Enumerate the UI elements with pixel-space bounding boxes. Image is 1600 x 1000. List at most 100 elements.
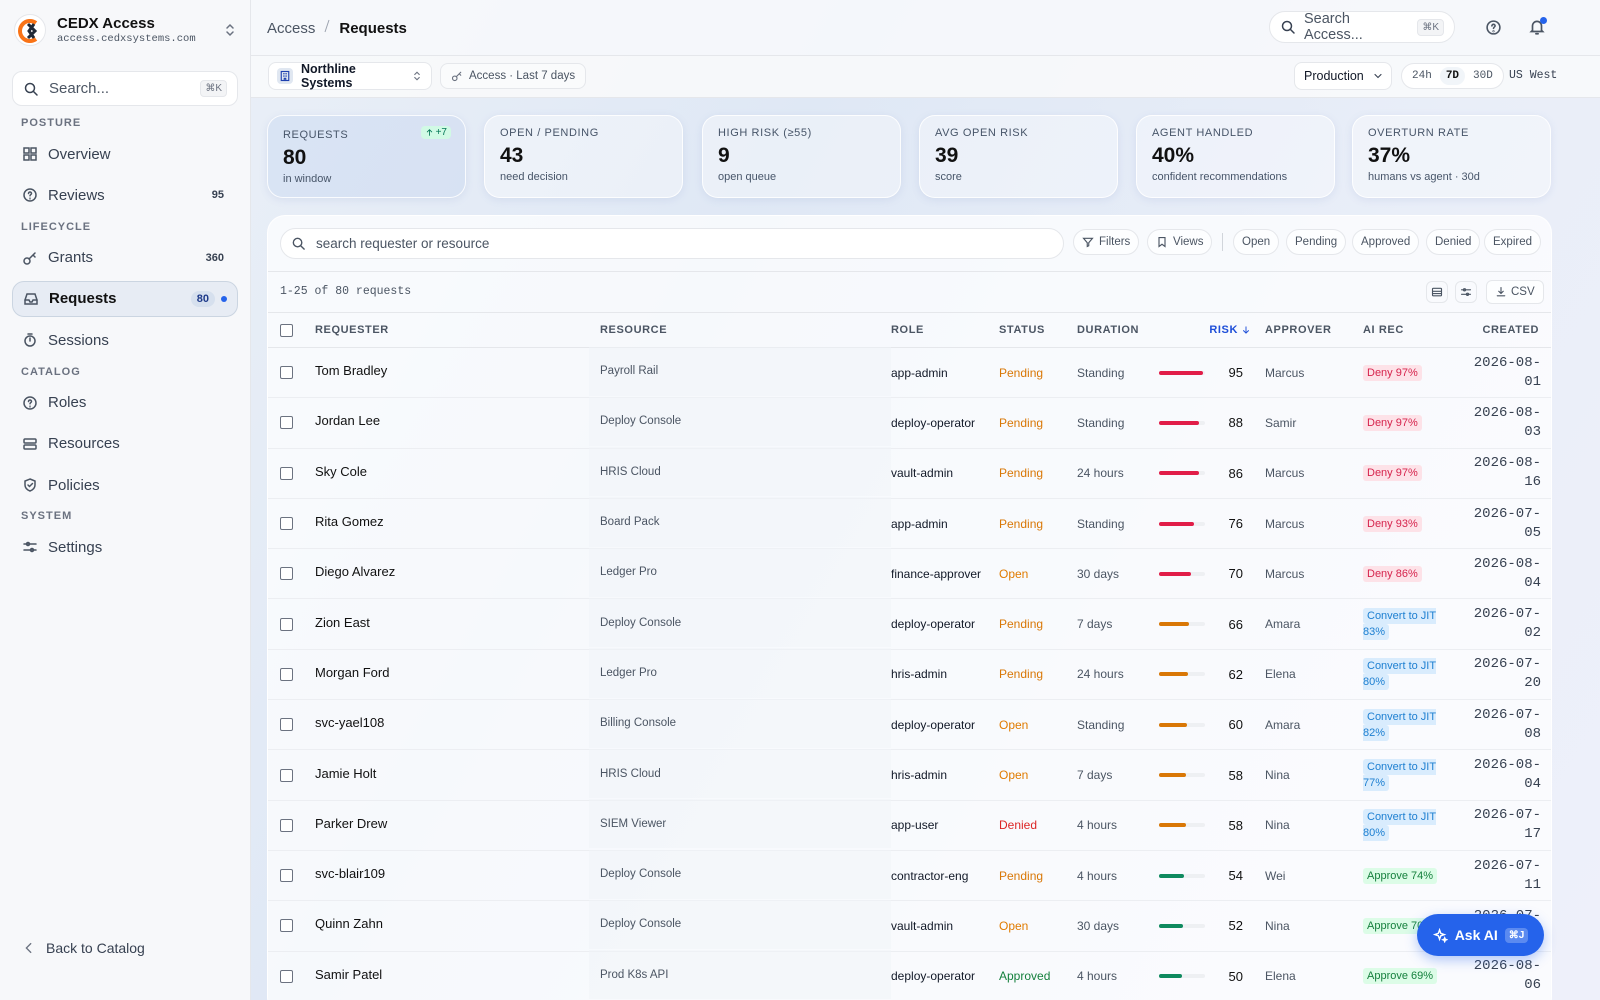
column-header[interactable]: AI REC <box>1363 324 1404 336</box>
kpi-card[interactable]: AGENT HANDLED 40% confident recommendation… <box>1136 115 1335 198</box>
sidebar-search[interactable]: Search... ⌘K <box>12 71 238 106</box>
requester[interactable]: svc-yael108 <box>315 715 385 731</box>
table-row[interactable]: Quinn Zahn Deploy Console vault-admin Open 3… <box>268 899 1551 952</box>
requester[interactable]: Parker Drew <box>315 815 388 831</box>
row-checkbox[interactable] <box>280 818 293 832</box>
kpi-card[interactable]: AVG OPEN RISK 39 score <box>919 115 1118 198</box>
org-switcher[interactable]: Northline Systems <box>268 62 432 90</box>
views-button[interactable]: Views <box>1147 229 1213 255</box>
nav-item[interactable]: Reviews 95 <box>12 177 238 213</box>
row-checkbox[interactable] <box>280 517 293 531</box>
status-filter[interactable]: Approved <box>1352 229 1420 255</box>
ai-recommendation[interactable]: Convert to JIT 80% <box>1363 809 1437 842</box>
ai-recommendation[interactable]: Convert to JIT 82% <box>1363 708 1437 741</box>
table-row[interactable]: Morgan Ford Ledger Pro hris-admin Pending 24… <box>268 648 1551 701</box>
ai-recommendation[interactable]: Approve 74% <box>1363 867 1438 884</box>
ai-recommendation[interactable]: Convert to JIT 80% <box>1363 658 1437 691</box>
row-checkbox[interactable] <box>280 617 293 631</box>
nav-item[interactable]: Grants 360 <box>12 240 238 276</box>
nav-item[interactable]: Overview <box>12 136 238 172</box>
column-header[interactable]: CREATED <box>1482 324 1539 336</box>
row-checkbox[interactable] <box>280 416 293 430</box>
requester[interactable]: Jordan Lee <box>315 413 381 429</box>
column-header[interactable]: APPROVER <box>1265 324 1332 336</box>
ai-recommendation[interactable]: Convert to JIT 77% <box>1363 759 1437 792</box>
table-row[interactable]: Jamie Holt HRIS Cloud hris-admin Open 7 days… <box>268 748 1551 801</box>
ai-recommendation[interactable]: Deny 86% <box>1363 565 1422 582</box>
back-link[interactable]: Back to Catalog <box>22 940 145 956</box>
requester[interactable]: Sky Cole <box>315 463 368 479</box>
table-search[interactable]: search requester or resource <box>280 228 1064 259</box>
requester[interactable]: Jamie Holt <box>315 765 377 781</box>
status-filter[interactable]: Expired <box>1484 229 1541 255</box>
ai-recommendation[interactable]: Deny 97% <box>1363 465 1422 482</box>
nav-item[interactable]: Policies <box>12 467 238 503</box>
environment-select[interactable]: Production <box>1294 62 1392 90</box>
table-row[interactable]: Zion East Deploy Console deploy-operator Pe… <box>268 598 1551 650</box>
nav-item[interactable]: Requests 80 <box>12 280 238 317</box>
row-checkbox[interactable] <box>280 366 293 380</box>
filters-button[interactable]: Filters <box>1073 229 1140 255</box>
logo[interactable] <box>14 14 46 46</box>
row-checkbox[interactable] <box>280 919 293 933</box>
requester[interactable]: Zion East <box>315 614 370 630</box>
global-search[interactable]: Search Access... ⌘K <box>1269 11 1455 43</box>
row-checkbox[interactable] <box>280 969 293 983</box>
column-header[interactable]: RESOURCE <box>600 324 668 336</box>
requester[interactable]: Morgan Ford <box>315 664 390 680</box>
range-option[interactable]: 7D <box>1439 67 1466 85</box>
column-header[interactable]: RISK <box>1157 324 1265 336</box>
row-checkbox[interactable] <box>280 869 293 883</box>
ai-recommendation[interactable]: Deny 97% <box>1363 364 1422 381</box>
ai-recommendation[interactable]: Deny 97% <box>1363 414 1422 431</box>
range-option[interactable]: 24h <box>1412 70 1432 82</box>
table-row[interactable]: Samir Patel Prod K8s API deploy-operator Ap… <box>268 950 1551 1000</box>
kpi-card[interactable]: OVERTURN RATE 37% humans vs agent · 30d <box>1352 115 1551 198</box>
nav-item[interactable]: Settings <box>12 529 238 565</box>
row-checkbox[interactable] <box>280 718 293 732</box>
kpi-card[interactable]: HIGH RISK (≥55) 9 open queue <box>702 115 901 198</box>
status-filter[interactable]: Denied <box>1426 229 1481 255</box>
requester[interactable]: svc-blair109 <box>315 866 386 882</box>
ask-ai-button[interactable]: Ask AI ⌘J <box>1417 914 1544 956</box>
nav-item[interactable]: Roles <box>12 385 238 421</box>
status-filter[interactable]: Open <box>1233 229 1280 255</box>
requester[interactable]: Quinn Zahn <box>315 916 383 932</box>
table-row[interactable]: svc-blair109 Deploy Console contractor-eng… <box>268 849 1551 902</box>
requester[interactable]: Samir Patel <box>315 966 383 982</box>
nav-item[interactable]: Sessions <box>12 322 238 358</box>
columns-button[interactable] <box>1455 281 1477 303</box>
nav-item[interactable]: Resources <box>12 426 238 462</box>
kpi-card[interactable]: OPEN / PENDING 43 need decision <box>484 115 683 198</box>
row-checkbox[interactable] <box>280 667 293 681</box>
column-header[interactable]: STATUS <box>999 324 1045 336</box>
table-row[interactable]: Rita Gomez Board Pack app-admin Pending Stan… <box>268 497 1551 550</box>
table-row[interactable]: Jordan Lee Deploy Console deploy-operator P… <box>268 396 1551 449</box>
ai-recommendation[interactable]: Convert to JIT 83% <box>1363 608 1437 641</box>
column-header[interactable]: DURATION <box>1077 324 1140 336</box>
requester[interactable]: Tom Bradley <box>315 363 388 379</box>
status-filter[interactable]: Pending <box>1286 229 1347 255</box>
requester[interactable]: Rita Gomez <box>315 514 384 530</box>
breadcrumb-item[interactable]: Access <box>267 19 316 37</box>
table-row[interactable]: Diego Alvarez Ledger Pro finance-approver O… <box>268 547 1551 600</box>
scope[interactable]: Access · Last 7 days <box>440 63 587 89</box>
kpi-card[interactable]: REQUESTS 80 in window +7 <box>267 115 466 198</box>
table-row[interactable]: Tom Bradley Payroll Rail app-admin Pending S… <box>268 346 1551 399</box>
column-header[interactable]: ROLE <box>891 324 924 336</box>
ai-recommendation[interactable]: Approve 69% <box>1363 968 1438 985</box>
table-row[interactable]: svc-yael108 Billing Console deploy-operato… <box>268 698 1551 751</box>
table-row[interactable]: Sky Cole HRIS Cloud vault-admin Pending 24 h… <box>268 447 1551 499</box>
row-checkbox[interactable] <box>280 567 293 581</box>
table-row[interactable]: Parker Drew SIEM Viewer app-user Denied 4 ho… <box>268 799 1551 851</box>
range-option[interactable]: 30D <box>1473 70 1493 82</box>
requester[interactable]: Diego Alvarez <box>315 564 396 580</box>
icon-glyph <box>451 71 462 82</box>
select-all[interactable] <box>280 323 293 337</box>
csv-button[interactable]: CSV <box>1486 280 1544 304</box>
row-checkbox[interactable] <box>280 466 293 480</box>
density-button[interactable] <box>1426 281 1448 303</box>
ai-recommendation[interactable]: Deny 93% <box>1363 515 1422 532</box>
column-header[interactable]: REQUESTER <box>315 324 389 336</box>
row-checkbox[interactable] <box>280 768 293 782</box>
